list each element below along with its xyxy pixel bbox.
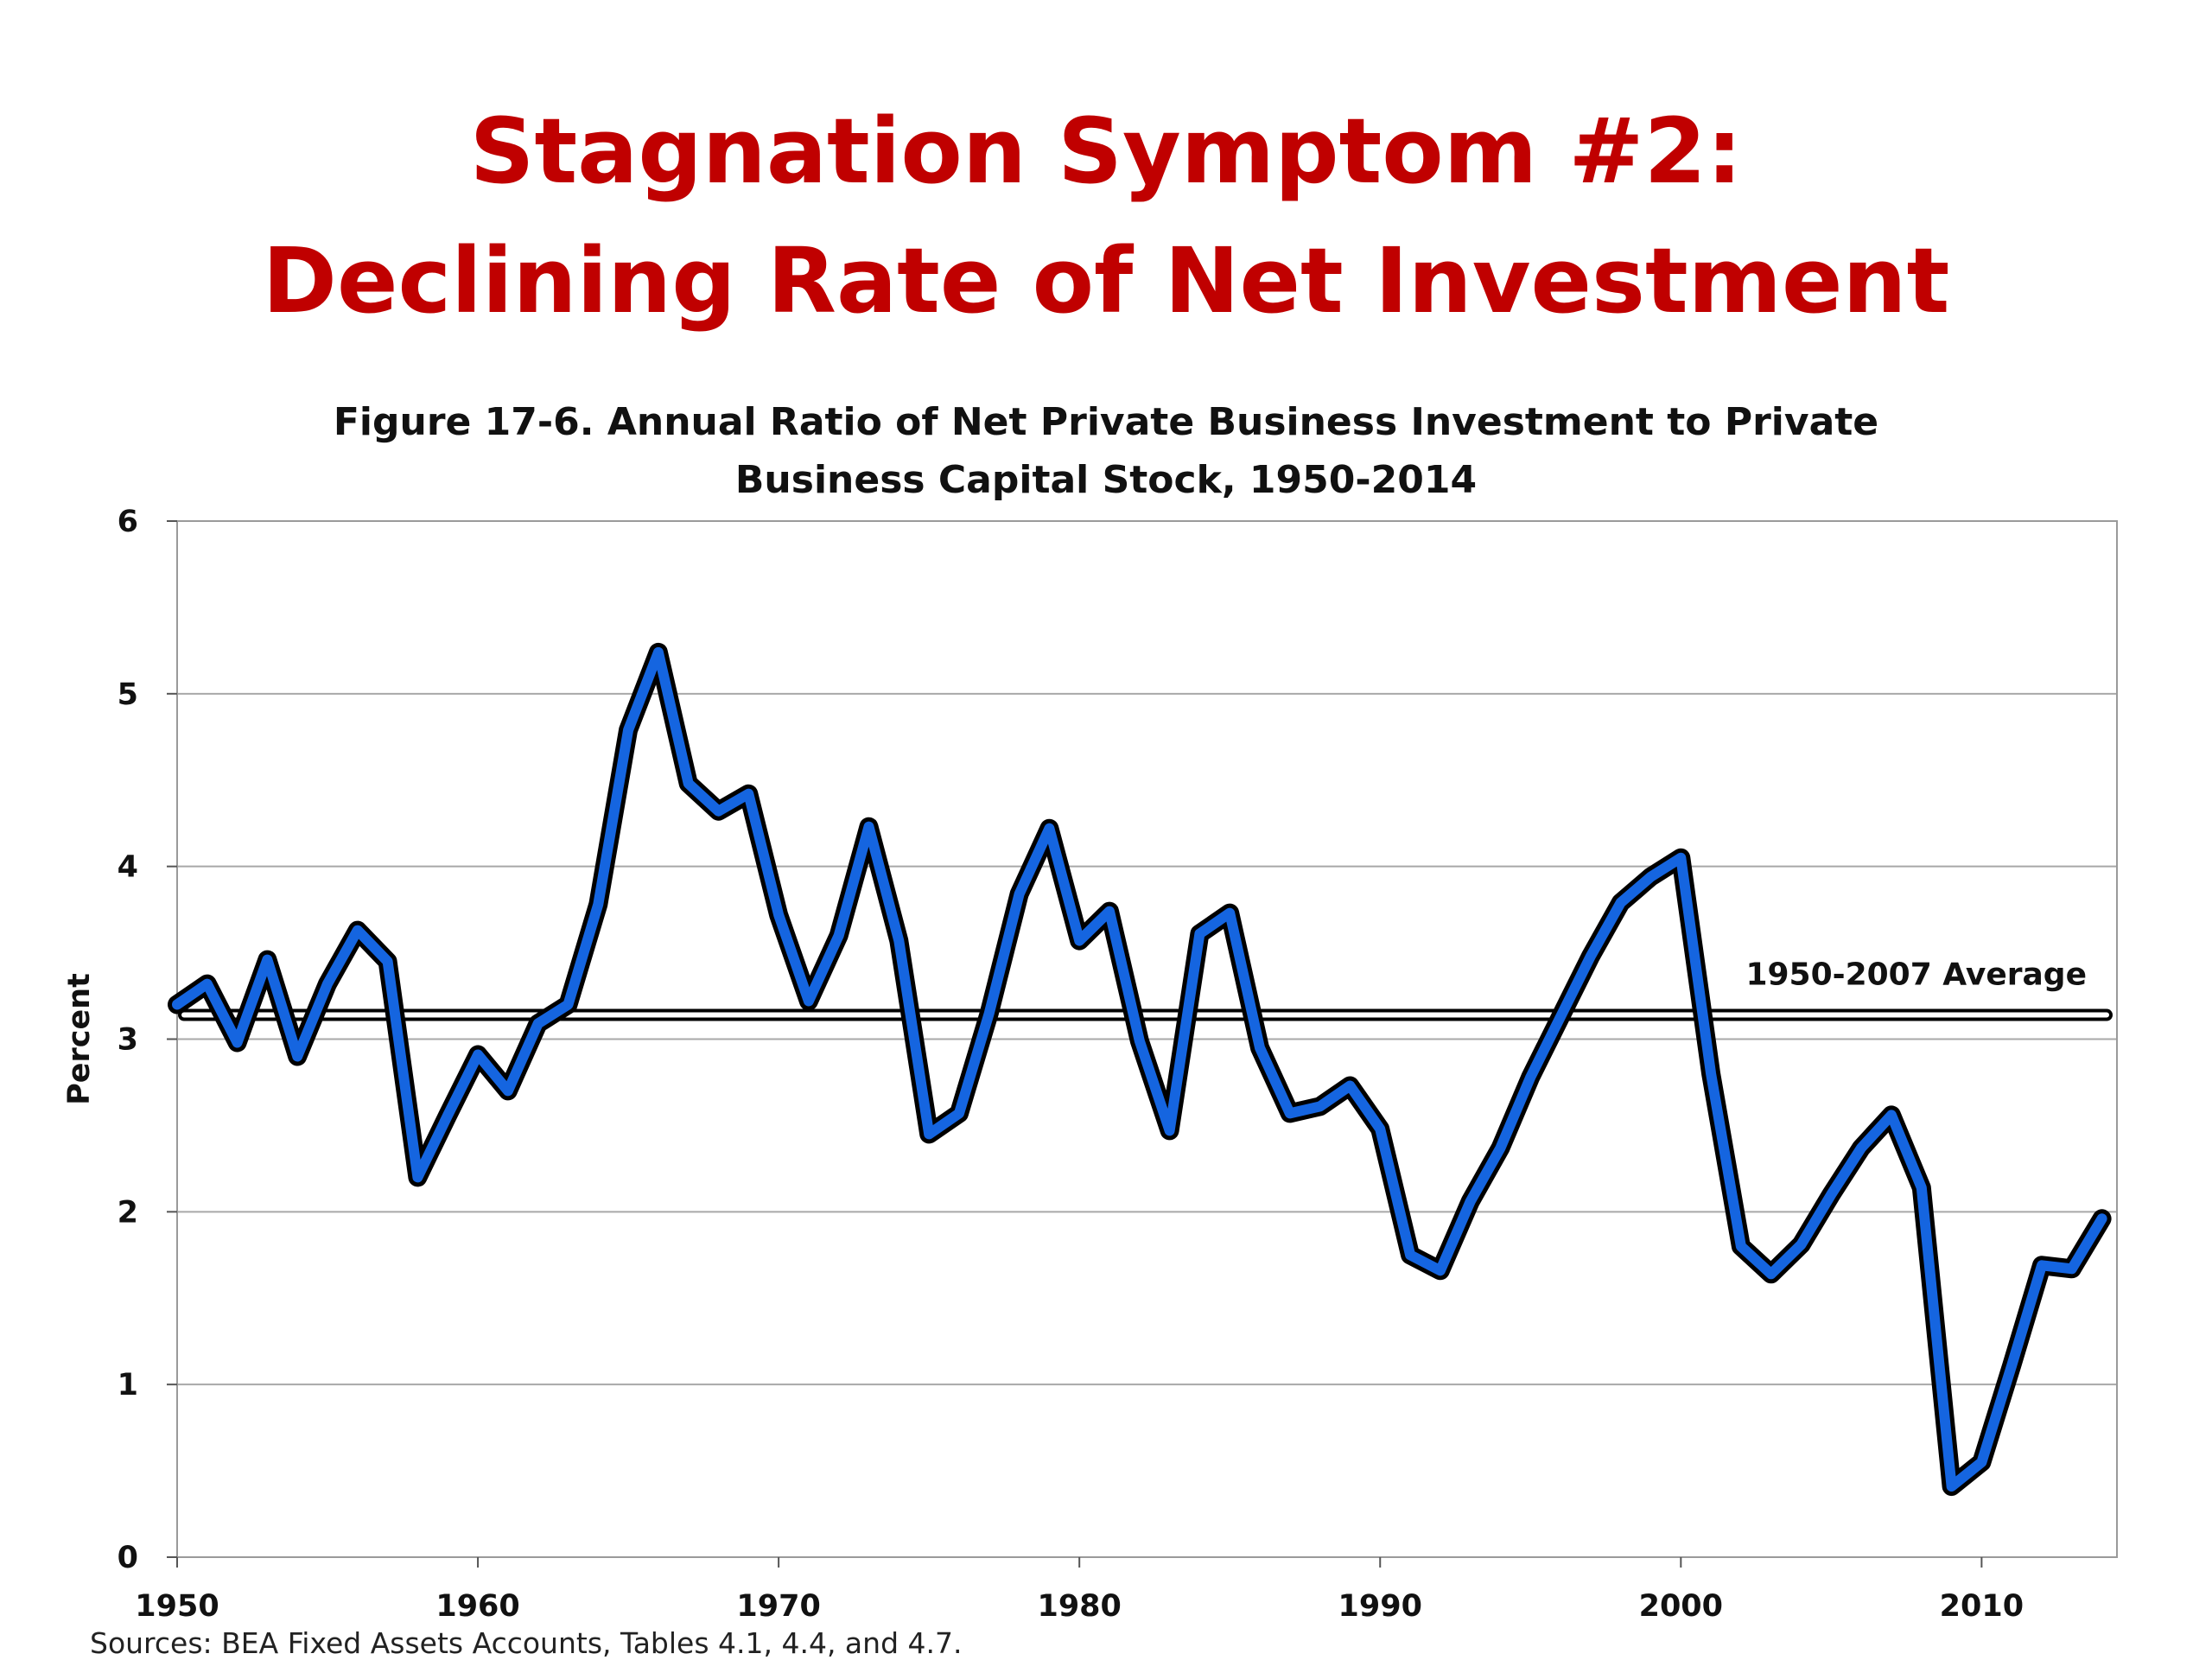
y-axis-ticks: 0 1 2 3 4 5 6 [118, 505, 177, 1575]
x-tick-label: 1950 [135, 1589, 219, 1624]
y-tick-label: 2 [118, 1195, 138, 1230]
source-note: Sources: BEA Fixed Assets Accounts, Tabl… [90, 1626, 963, 1660]
x-tick-label: 2010 [1940, 1589, 2024, 1624]
grid-lines [177, 692, 2117, 1386]
series-layer [168, 642, 2112, 1497]
figure-title-line-2: Business Capital Stock, 1950-2014 [734, 458, 1478, 502]
figure-title: Figure 17-6. Annual Ratio of Net Private… [0, 393, 2212, 509]
x-axis-ticks: 1950 1960 1970 1980 1990 2000 2010 [135, 1557, 2024, 1624]
y-tick-label: 6 [118, 505, 138, 539]
x-tick-label: 2000 [1639, 1589, 1723, 1624]
y-tick-label: 4 [118, 850, 138, 885]
y-tick-label: 1 [118, 1368, 138, 1402]
slide-title-line-1: Stagnation Symptom #2: [469, 99, 1743, 204]
slide-title-line-2: Declining Rate of Net Investment [262, 228, 1950, 334]
figure-title-line-1: Figure 17-6. Annual Ratio of Net Private… [333, 400, 1879, 444]
y-tick-label: 3 [118, 1023, 138, 1058]
average-line-label: 1950-2007 Average [1745, 957, 2087, 993]
y-axis-label: Percent [62, 973, 97, 1105]
series-line [172, 646, 2107, 1492]
x-tick-label: 1960 [435, 1589, 519, 1624]
slide-title: Stagnation Symptom #2: Declining Rate of… [0, 86, 2212, 346]
x-tick-label: 1990 [1338, 1589, 1422, 1624]
y-tick-label: 0 [118, 1541, 138, 1575]
y-tick-label: 5 [118, 677, 138, 712]
x-tick-label: 1970 [736, 1589, 820, 1624]
x-tick-label: 1980 [1037, 1589, 1121, 1624]
